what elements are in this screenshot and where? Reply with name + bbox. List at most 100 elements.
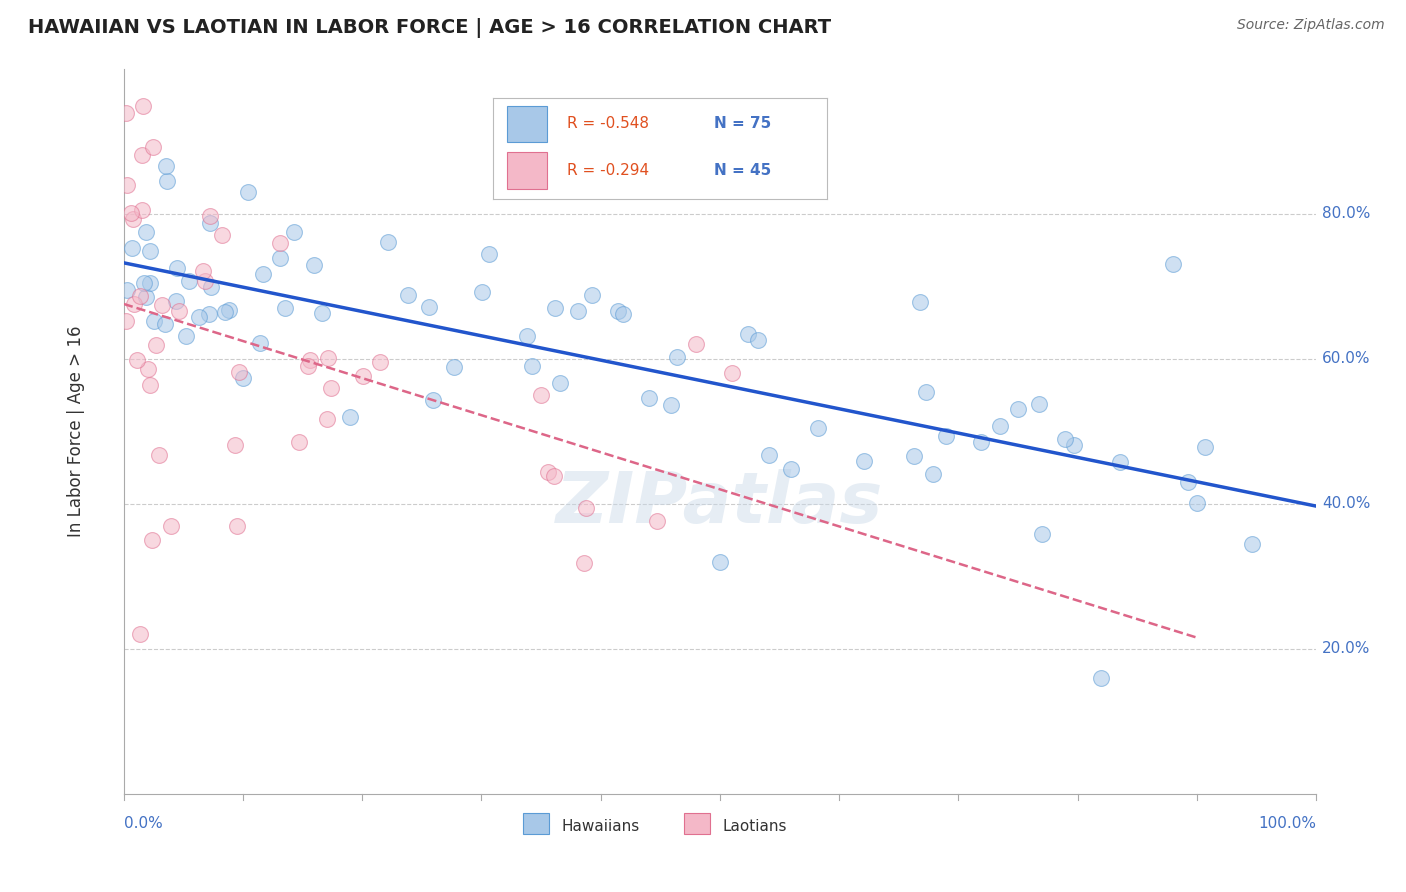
Point	[198, 209, 221, 223]
Point	[141, 533, 163, 547]
Point	[477, 247, 499, 261]
Point	[659, 398, 682, 412]
Point	[232, 371, 254, 385]
Point	[167, 304, 190, 318]
Point	[922, 467, 945, 482]
Point	[132, 277, 155, 291]
Point	[1031, 526, 1053, 541]
Point	[1161, 257, 1184, 271]
Point	[131, 202, 153, 217]
Point	[115, 178, 138, 192]
Point	[318, 351, 340, 365]
Point	[319, 382, 342, 396]
Point	[174, 329, 197, 343]
Text: 20.0%: 20.0%	[1322, 641, 1371, 657]
Point	[1194, 440, 1216, 454]
Point	[139, 276, 162, 290]
Point	[145, 338, 167, 352]
Point	[224, 438, 246, 452]
Point	[914, 384, 936, 399]
Text: 40.0%: 40.0%	[1322, 496, 1371, 511]
Point	[139, 244, 162, 259]
Point	[537, 465, 560, 479]
Point	[129, 289, 152, 303]
Point	[572, 557, 595, 571]
Point	[910, 295, 932, 310]
Point	[288, 434, 311, 449]
Text: ZIPatlas: ZIPatlas	[557, 469, 883, 538]
Point	[1063, 438, 1085, 452]
Point	[665, 350, 688, 364]
Point	[177, 274, 200, 288]
Point	[228, 365, 250, 379]
Point	[122, 297, 145, 311]
Point	[274, 301, 297, 315]
Point	[1028, 397, 1050, 411]
Point	[198, 308, 221, 322]
Point	[1177, 475, 1199, 490]
Point	[131, 148, 153, 162]
Text: 60.0%: 60.0%	[1322, 351, 1371, 367]
Point	[143, 314, 166, 328]
Point	[132, 99, 155, 113]
Point	[758, 449, 780, 463]
Point	[150, 298, 173, 312]
Point	[370, 355, 392, 369]
Point	[165, 294, 187, 309]
Text: Hawaiians: Hawaiians	[561, 819, 640, 834]
Point	[156, 174, 179, 188]
Point	[166, 261, 188, 276]
Point	[115, 283, 138, 297]
Point	[311, 306, 333, 320]
Point	[252, 267, 274, 281]
Point	[806, 421, 828, 435]
Point	[607, 303, 630, 318]
Point	[422, 392, 444, 407]
Point	[155, 318, 177, 332]
Text: HAWAIIAN VS LAOTIAN IN LABOR FORCE | AGE > 16 CORRELATION CHART: HAWAIIAN VS LAOTIAN IN LABOR FORCE | AGE…	[28, 18, 831, 37]
Point	[1109, 455, 1132, 469]
Point	[418, 301, 440, 315]
Point	[737, 326, 759, 341]
Point	[747, 334, 769, 348]
Point	[198, 216, 221, 230]
Point	[142, 139, 165, 153]
Point	[187, 310, 209, 324]
Point	[214, 305, 236, 319]
Point	[1241, 537, 1264, 551]
Point	[720, 366, 742, 380]
Point	[128, 627, 150, 641]
Point	[155, 159, 177, 173]
Point	[544, 301, 567, 316]
Point	[298, 352, 321, 367]
Point	[194, 274, 217, 288]
Point	[516, 328, 538, 343]
Point	[136, 362, 159, 376]
Point	[638, 391, 661, 405]
Point	[1053, 432, 1076, 446]
FancyBboxPatch shape	[685, 814, 710, 834]
Point	[1090, 671, 1112, 685]
Point	[269, 251, 291, 265]
Point	[443, 359, 465, 374]
Text: In Labor Force | Age > 16: In Labor Force | Age > 16	[67, 326, 86, 537]
Point	[645, 514, 668, 528]
Point	[543, 468, 565, 483]
Point	[969, 434, 991, 449]
Point	[135, 225, 157, 239]
Point	[211, 227, 233, 242]
Point	[200, 280, 222, 294]
Point	[127, 352, 149, 367]
Point	[339, 409, 361, 424]
Point	[1007, 402, 1029, 417]
Point	[120, 206, 142, 220]
Point	[269, 235, 291, 250]
Point	[779, 462, 801, 476]
Point	[302, 258, 325, 272]
Text: 80.0%: 80.0%	[1322, 206, 1371, 221]
Point	[226, 518, 249, 533]
Point	[115, 314, 138, 328]
Point	[283, 225, 305, 239]
Point	[853, 454, 876, 468]
Point	[315, 412, 337, 426]
